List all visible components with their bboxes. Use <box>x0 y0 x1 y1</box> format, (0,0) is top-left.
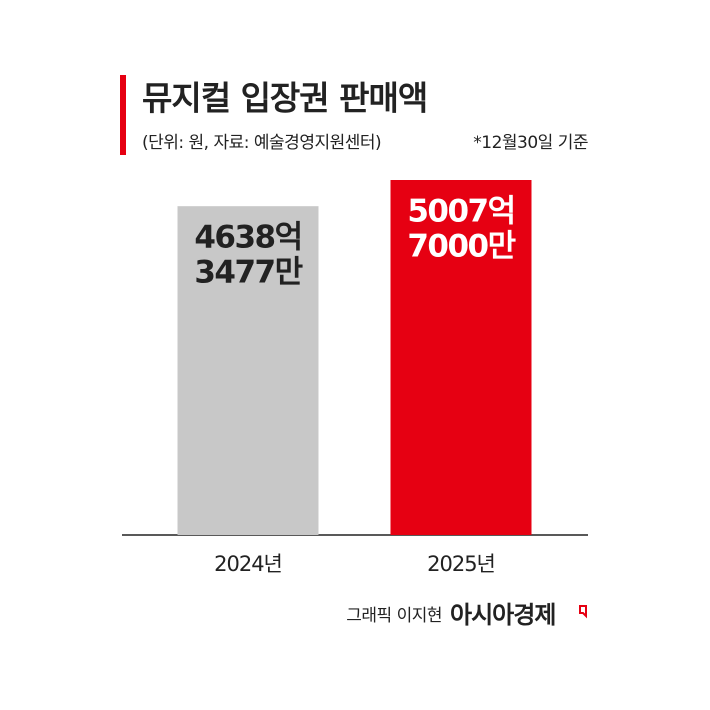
bar <box>390 180 532 535</box>
value-label: 4638억 <box>194 220 301 256</box>
brand: 아시아경제 <box>450 601 555 629</box>
chart-title: 뮤지컬 입장권 판매액 <box>142 79 427 118</box>
value-label: 3477만 <box>194 255 302 291</box>
value-label: 5007억 <box>407 194 514 230</box>
credit: 그래픽 이지현 <box>346 606 442 626</box>
x-tick-label: 2024년 <box>214 552 282 576</box>
value-label: 7000만 <box>407 229 515 265</box>
brand-mark <box>579 605 587 619</box>
title-accent <box>120 75 126 155</box>
note: *12월30일 기준 <box>473 133 588 153</box>
bar <box>177 206 319 535</box>
x-tick-label: 2025년 <box>427 552 495 576</box>
subtitle: (단위: 원, 자료: 예술경영지원센터) <box>142 133 381 153</box>
